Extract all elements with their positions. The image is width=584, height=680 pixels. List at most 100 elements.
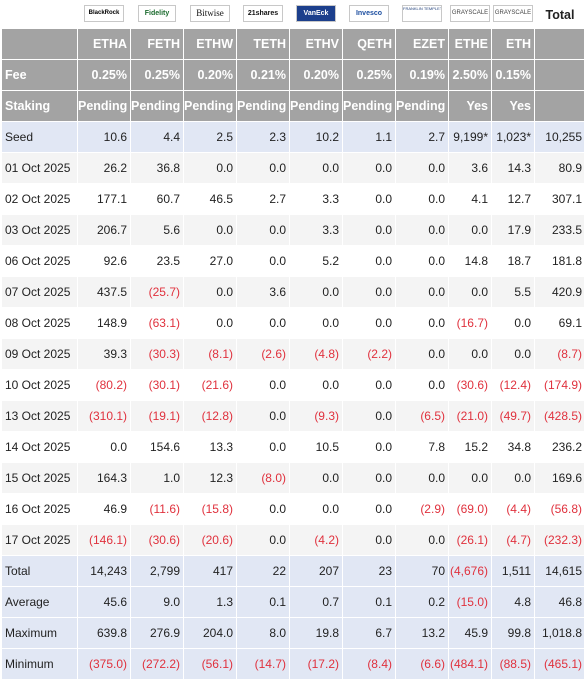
flow-value: 45.6: [78, 587, 131, 618]
logo-cell-franklin: FRANKLIN TEMPLETON: [396, 1, 449, 29]
flow-value: 0.0: [449, 215, 492, 246]
flow-value: (375.0): [78, 649, 131, 680]
row-label: Seed: [2, 122, 78, 153]
flow-value: 0.0: [396, 246, 449, 277]
ticker-total-blank: [535, 29, 584, 60]
flow-value: 0.1: [343, 587, 396, 618]
staking-ethv: Pending: [290, 91, 343, 122]
flow-value: 15.2: [449, 432, 492, 463]
corner-cell: [2, 1, 78, 29]
flow-value: 12.3: [184, 463, 237, 494]
logo-cell-fidelity: Fidelity: [131, 1, 184, 29]
fee-ezet: 0.19%: [396, 60, 449, 91]
flow-value: 3.3: [290, 215, 343, 246]
flow-value: 0.0: [78, 432, 131, 463]
flow-value: (30.6): [449, 370, 492, 401]
flow-value: 8.0: [237, 618, 290, 649]
fee-eth: 0.15%: [492, 60, 535, 91]
flow-value: 6.7: [343, 618, 396, 649]
flow-value: (56.8): [535, 494, 584, 525]
staking-ezet: Pending: [396, 91, 449, 122]
flow-value: 0.7: [290, 587, 343, 618]
flow-value: 148.9: [78, 308, 131, 339]
ticker-etha: ETHA: [78, 29, 131, 60]
flow-value: 0.0: [290, 370, 343, 401]
fee-etha: 0.25%: [78, 60, 131, 91]
flow-value: 0.0: [492, 308, 535, 339]
flow-value: 0.0: [492, 463, 535, 494]
flow-value: 236.2: [535, 432, 584, 463]
row-label: 13 Oct 2025: [2, 401, 78, 432]
flow-value: (69.0): [449, 494, 492, 525]
logo-cell-blackrock: BlackRock: [78, 1, 131, 29]
flow-value: (2.6): [237, 339, 290, 370]
flow-value: (88.5): [492, 649, 535, 680]
flow-value: 0.0: [184, 215, 237, 246]
flow-value: 0.0: [396, 215, 449, 246]
ticker-eth: ETH: [492, 29, 535, 60]
21shares-logo: 21shares: [243, 5, 283, 22]
flow-value: 0.0: [343, 463, 396, 494]
flow-value: (12.4): [492, 370, 535, 401]
fidelity-logo: Fidelity: [138, 5, 176, 22]
flow-value: 0.2: [396, 587, 449, 618]
flow-value: (272.2): [131, 649, 184, 680]
flow-value: 0.0: [343, 432, 396, 463]
flow-value: (15.8): [184, 494, 237, 525]
flow-value: 10.2: [290, 122, 343, 153]
flow-value: 23.5: [131, 246, 184, 277]
ticker-corner-cell: [2, 29, 78, 60]
flow-value: 2.7: [237, 184, 290, 215]
flow-value: 0.0: [396, 308, 449, 339]
flow-value: 0.0: [343, 184, 396, 215]
flow-value: 3.6: [237, 277, 290, 308]
row-label: 10 Oct 2025: [2, 370, 78, 401]
flow-value: (11.6): [131, 494, 184, 525]
flow-value: 0.0: [290, 494, 343, 525]
flow-value: 9.0: [131, 587, 184, 618]
flow-value: (30.3): [131, 339, 184, 370]
row-label: 08 Oct 2025: [2, 308, 78, 339]
flow-value: 4.8: [492, 587, 535, 618]
flow-value: 0.0: [343, 494, 396, 525]
fee-ethv: 0.20%: [290, 60, 343, 91]
flow-value: 9,199*: [449, 122, 492, 153]
flow-value: 80.9: [535, 153, 584, 184]
flow-value: 206.7: [78, 215, 131, 246]
flow-value: 0.1: [237, 587, 290, 618]
flow-value: 276.9: [131, 618, 184, 649]
flow-value: (146.1): [78, 525, 131, 556]
row-label: 16 Oct 2025: [2, 494, 78, 525]
logo-cell-21shares: 21shares: [237, 1, 290, 29]
flow-value: 0.0: [237, 308, 290, 339]
flow-value: 0.0: [396, 370, 449, 401]
staking-teth: Pending: [237, 91, 290, 122]
flow-value: 0.0: [237, 370, 290, 401]
flow-value: (4.2): [290, 525, 343, 556]
flow-value: 0.0: [184, 308, 237, 339]
flow-value: 0.0: [184, 153, 237, 184]
flow-value: 10,255: [535, 122, 584, 153]
fee-total-blank: [535, 60, 584, 91]
flow-value: 46.5: [184, 184, 237, 215]
flow-value: 0.0: [449, 339, 492, 370]
flow-value: 207: [290, 556, 343, 587]
flow-value: 0.0: [343, 277, 396, 308]
staking-total-blank: [535, 91, 584, 122]
flow-value: 39.3: [78, 339, 131, 370]
daily-flow-row: 17 Oct 2025(146.1)(30.6)(20.6)0.0(4.2)0.…: [2, 525, 584, 556]
staking-feth: Pending: [131, 91, 184, 122]
flow-value: 2,799: [131, 556, 184, 587]
stat-row-minimum: Minimum(375.0)(272.2)(56.1)(14.7)(17.2)(…: [2, 649, 584, 680]
flow-value: (21.0): [449, 401, 492, 432]
flow-value: 14.3: [492, 153, 535, 184]
flow-value: 0.0: [343, 401, 396, 432]
logo-cell-bitwise: Bitwise: [184, 1, 237, 29]
